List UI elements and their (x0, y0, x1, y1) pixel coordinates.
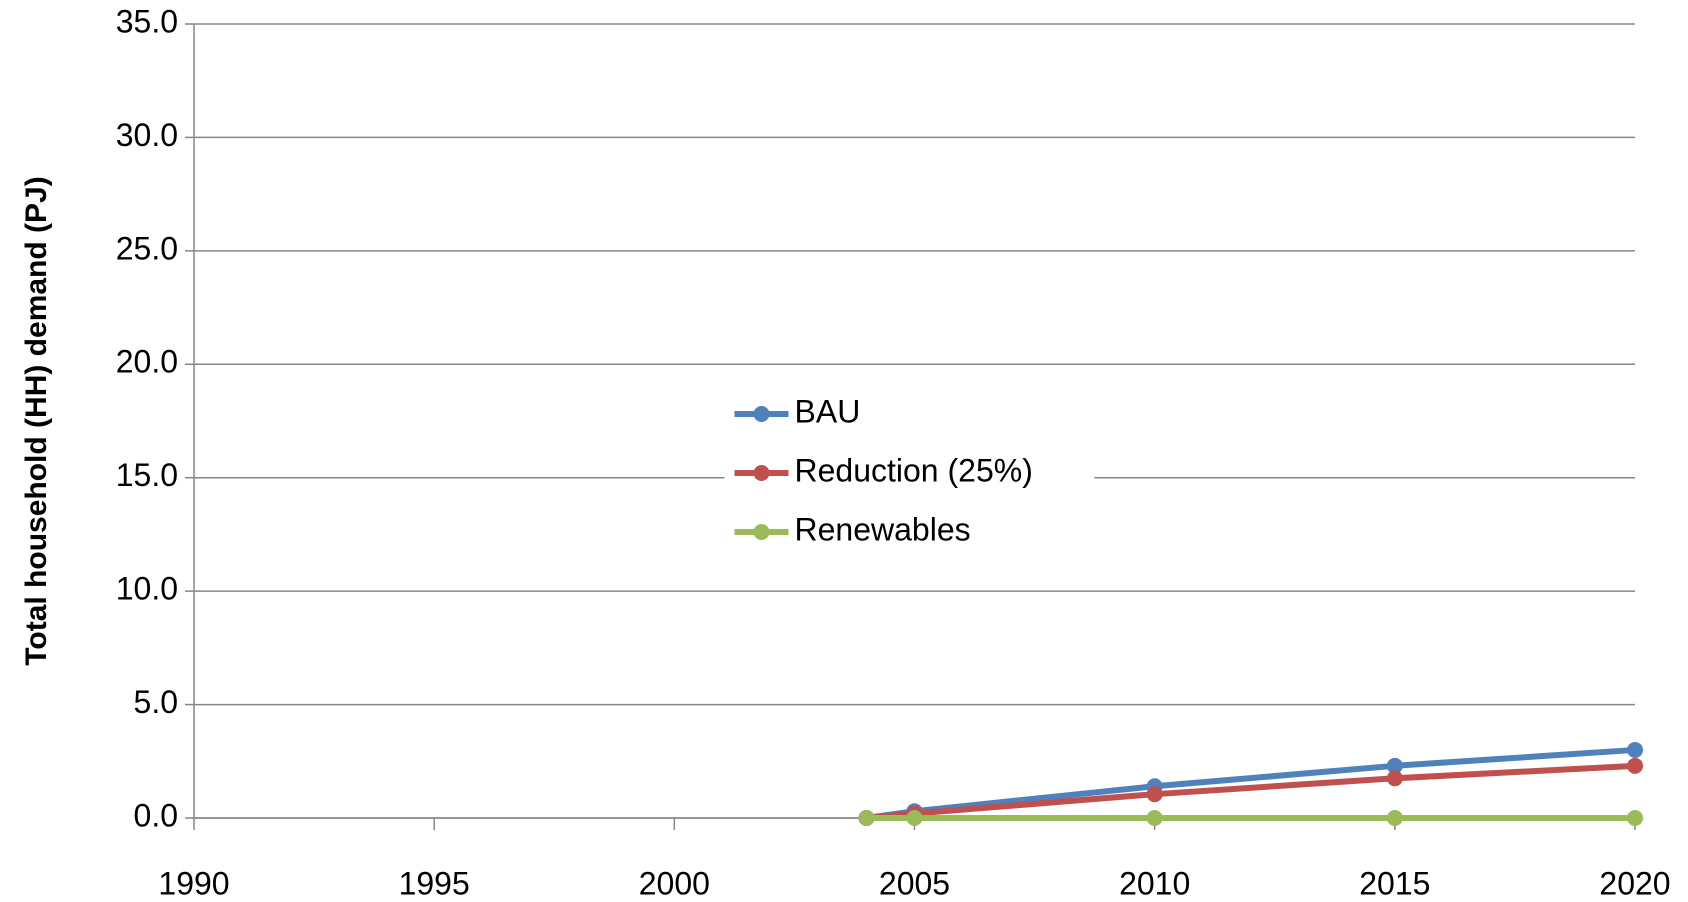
y-tick-label: 30.0 (116, 117, 178, 153)
x-tick-label: 2010 (1119, 865, 1190, 901)
y-axis-title: Total household (HH) demand (PJ) (20, 176, 53, 665)
y-tick-label: 35.0 (116, 3, 178, 39)
data-point (1386, 810, 1403, 826)
y-tick-label: 15.0 (116, 457, 178, 493)
legend-label: Reduction (25%) (795, 452, 1033, 488)
x-tick-label: 2005 (879, 865, 950, 901)
data-point (1386, 757, 1403, 774)
data-point (1627, 757, 1643, 774)
x-tick-label: 1990 (158, 865, 229, 901)
legend-marker (753, 524, 770, 540)
x-tick-label: 2020 (1599, 865, 1670, 901)
legend-marker (753, 406, 770, 422)
x-tick-label: 2015 (1359, 865, 1430, 901)
y-tick-label: 20.0 (116, 344, 178, 380)
legend-label: BAU (795, 393, 861, 429)
x-tick-label: 1995 (399, 865, 470, 901)
y-tick-label: 5.0 (134, 684, 178, 720)
legend-marker (753, 465, 770, 481)
y-tick-label: 25.0 (116, 230, 178, 266)
x-tick-label: 2000 (639, 865, 710, 901)
data-point (1627, 741, 1643, 758)
legend-label: Renewables (795, 511, 971, 547)
y-tick-label: 0.0 (134, 797, 178, 833)
data-point (1146, 786, 1163, 803)
y-tick-label: 10.0 (116, 571, 178, 607)
series-line (866, 762, 1636, 821)
data-point (858, 810, 875, 826)
data-point (1146, 810, 1163, 826)
data-point (1627, 810, 1643, 826)
data-point (906, 810, 923, 826)
data-point (1386, 770, 1403, 787)
